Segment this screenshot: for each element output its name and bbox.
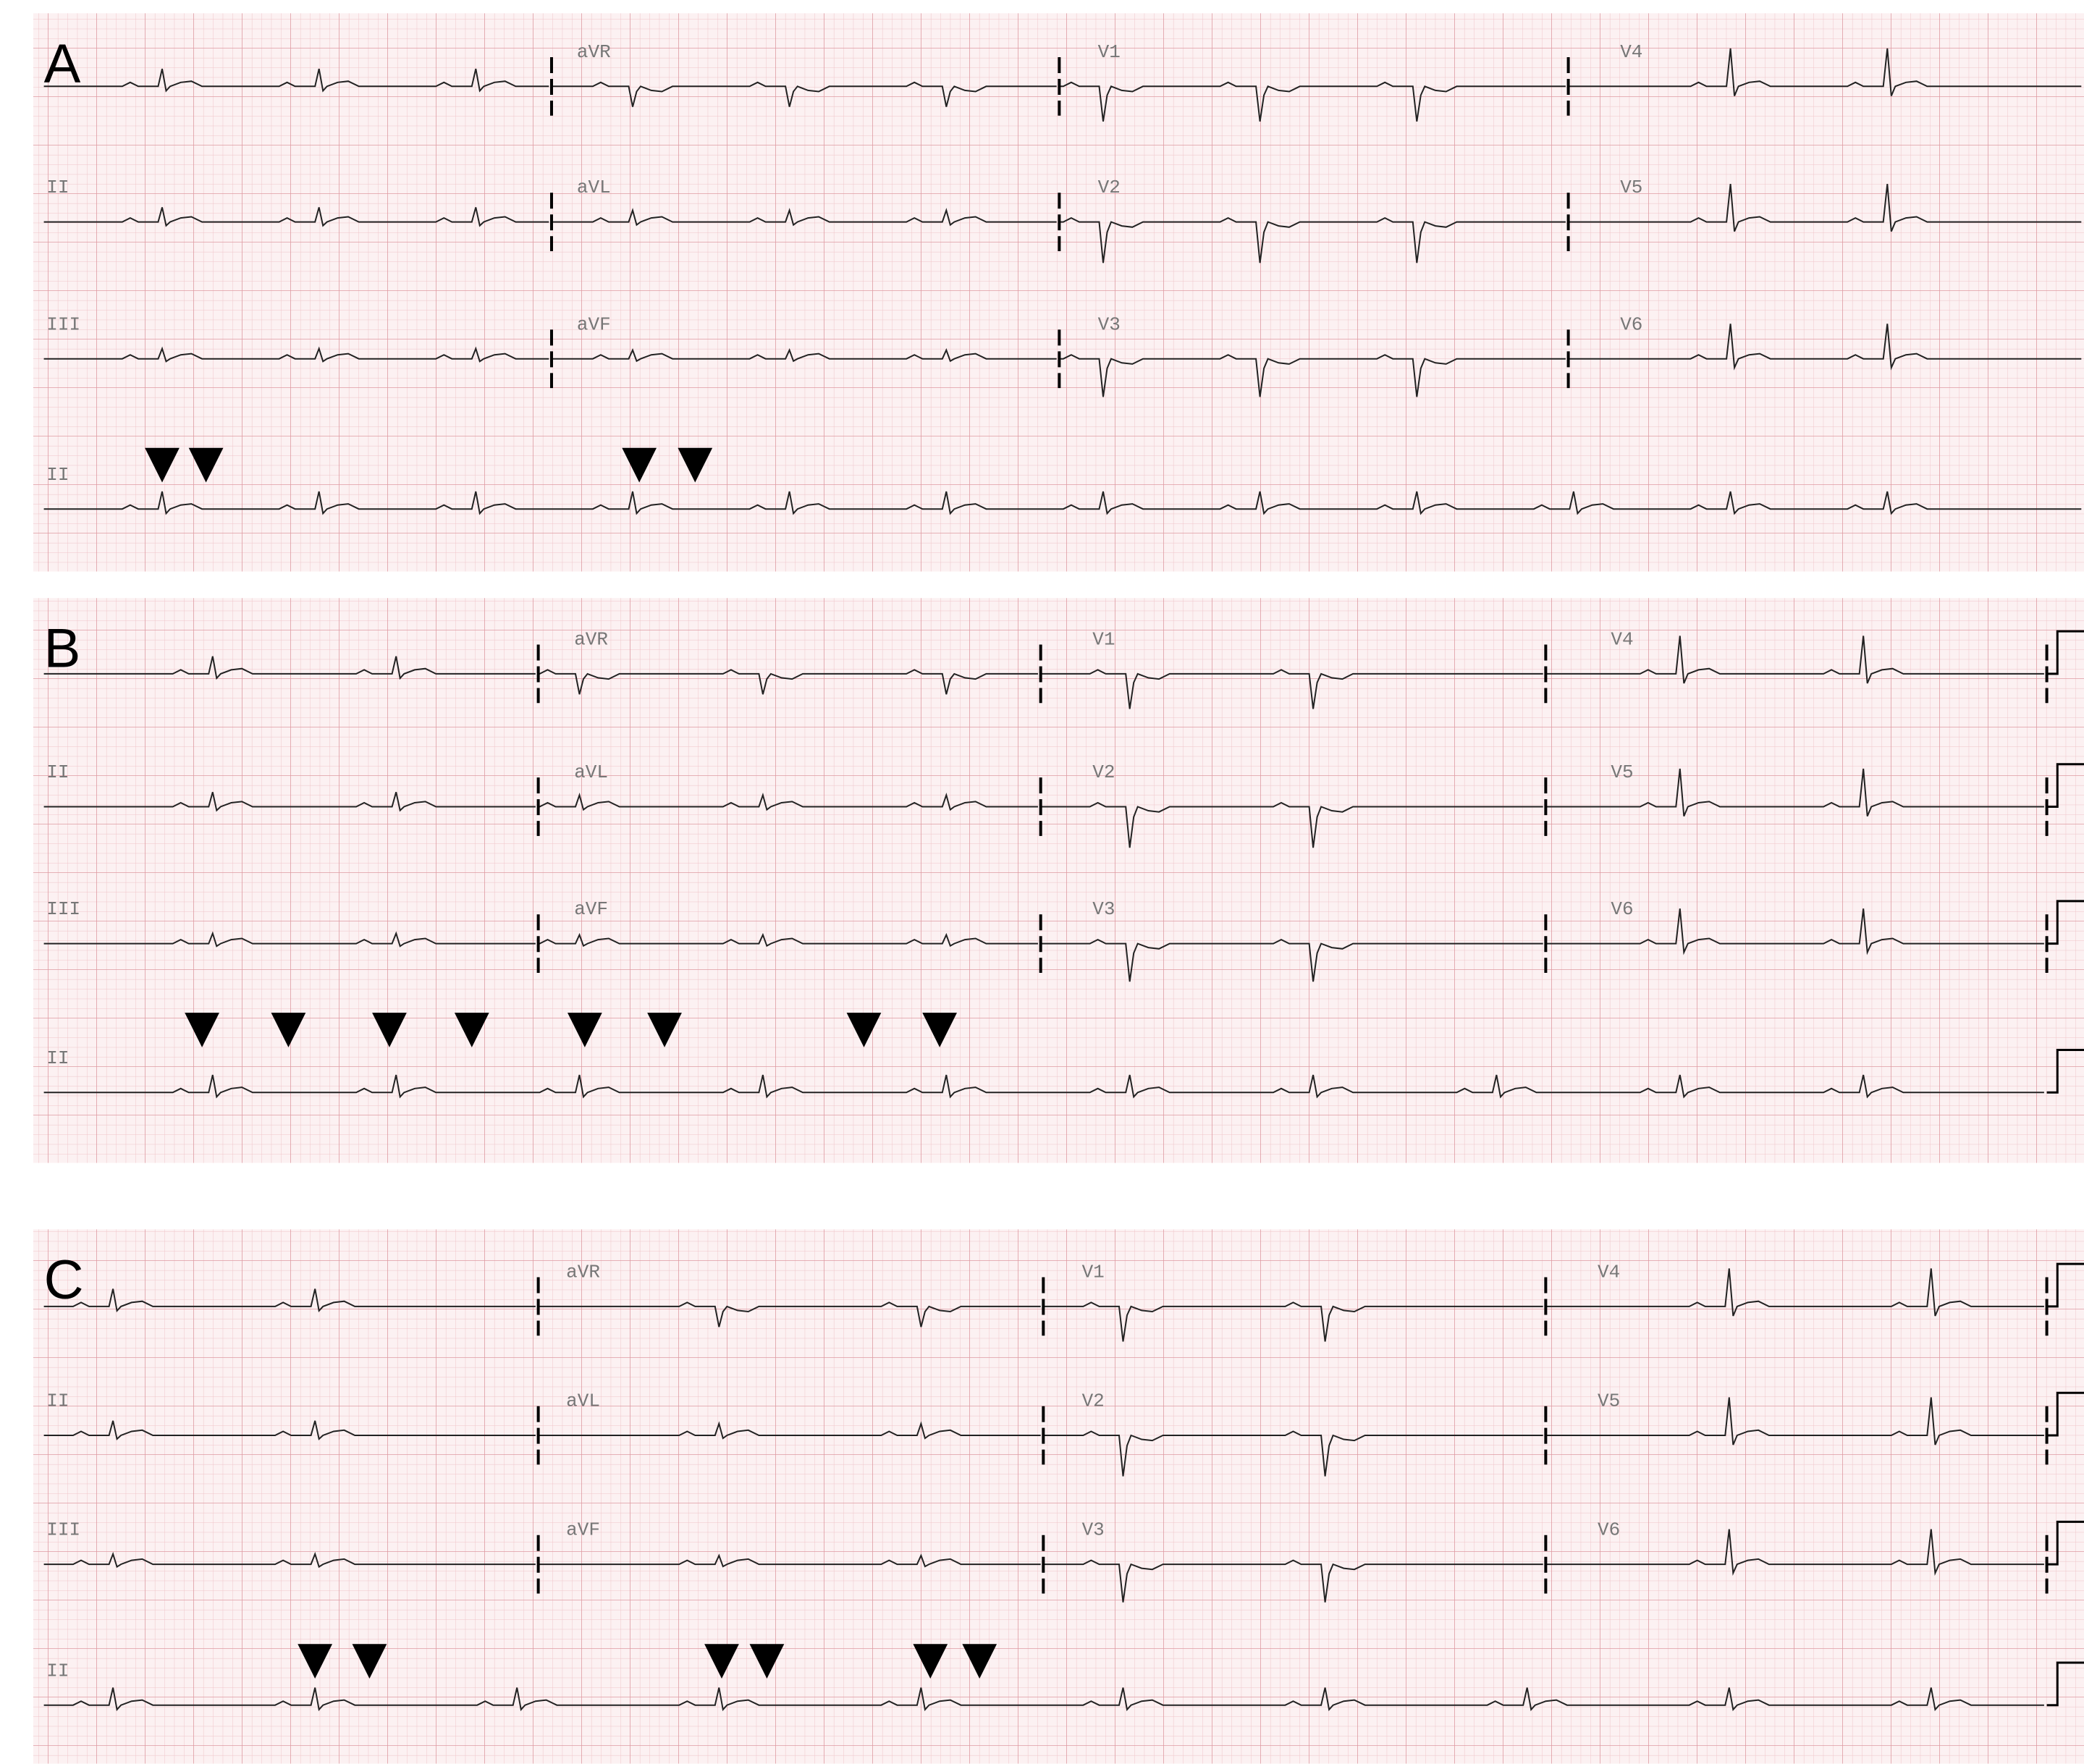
lead-label: V3 [1092, 898, 1115, 920]
lead-label: III [46, 1519, 80, 1541]
ecg-panel: aVR V1 V4 II aVL V2 V5 III aVF V3 V6 II A [33, 13, 2084, 571]
lead-label: V1 [1082, 1261, 1105, 1283]
ecg-grid [33, 598, 2084, 1162]
lead-label: aVR [566, 1261, 600, 1283]
lead-label: II [46, 1390, 69, 1412]
lead-label: III [46, 898, 80, 920]
ecg-grid [33, 1229, 2084, 1763]
lead-label: II [46, 464, 69, 486]
lead-label: V3 [1082, 1519, 1105, 1541]
lead-label: aVF [577, 313, 611, 335]
lead-label: II [46, 1047, 69, 1069]
lead-label: aVR [574, 629, 608, 651]
lead-label: aVF [566, 1519, 600, 1541]
panel-letter: C [44, 1249, 84, 1311]
lead-label: aVR [577, 41, 611, 63]
lead-label: III [46, 313, 80, 335]
ecg-figure: aVRV1V4IIaVLV2V5IIIaVFV3V6IIAaVRV1V4IIaV… [0, 0, 2084, 1764]
lead-label: II [46, 1660, 69, 1681]
lead-label: aVL [577, 177, 611, 198]
lead-label: II [46, 177, 69, 198]
lead-label: V2 [1098, 177, 1121, 198]
lead-label: aVF [574, 898, 608, 920]
lead-label: V6 [1598, 1519, 1620, 1541]
lead-label: V5 [1620, 177, 1642, 198]
lead-label: V4 [1620, 41, 1642, 63]
lead-label: aVL [574, 761, 608, 783]
lead-label: V2 [1092, 761, 1115, 783]
ecg-panel: aVR V1 V4 II aVL V2 V5 III aVF V3 V6 II B [33, 598, 2084, 1162]
lead-label: V1 [1092, 629, 1115, 651]
lead-label: V6 [1611, 898, 1633, 920]
lead-label: aVL [566, 1390, 600, 1412]
ecg-grid [33, 13, 2084, 571]
panel-letter: A [44, 33, 81, 95]
lead-label: V5 [1611, 761, 1633, 783]
lead-label: II [46, 761, 69, 783]
lead-label: V4 [1611, 629, 1633, 651]
lead-label: V1 [1098, 41, 1121, 63]
ecg-panel: aVR V1 V4 II aVL V2 V5 III aVF V3 V6 II C [33, 1229, 2084, 1763]
lead-label: V3 [1098, 313, 1121, 335]
lead-label: V4 [1598, 1261, 1620, 1283]
lead-label: V6 [1620, 313, 1642, 335]
lead-label: V2 [1082, 1390, 1105, 1412]
panel-letter: B [44, 618, 81, 680]
lead-label: V5 [1598, 1390, 1620, 1412]
